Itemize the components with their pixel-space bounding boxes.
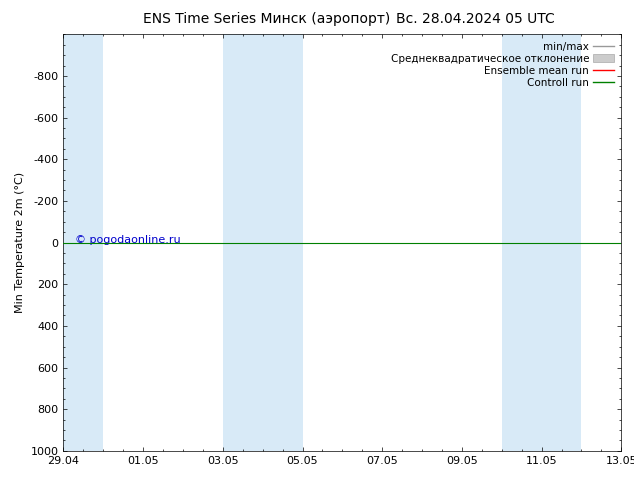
Text: © pogodaonline.ru: © pogodaonline.ru (75, 236, 180, 245)
Y-axis label: Min Temperature 2m (°C): Min Temperature 2m (°C) (15, 172, 25, 313)
Bar (63, 34, 103, 451)
Bar (223, 34, 302, 451)
Text: Вс. 28.04.2024 05 UTC: Вс. 28.04.2024 05 UTC (396, 12, 555, 26)
Bar (501, 34, 581, 451)
Legend: min/max, Среднеквадратическое отклонение, Ensemble mean run, Controll run: min/max, Среднеквадратическое отклонение… (389, 40, 616, 90)
Text: ENS Time Series Минск (аэропорт): ENS Time Series Минск (аэропорт) (143, 12, 390, 26)
